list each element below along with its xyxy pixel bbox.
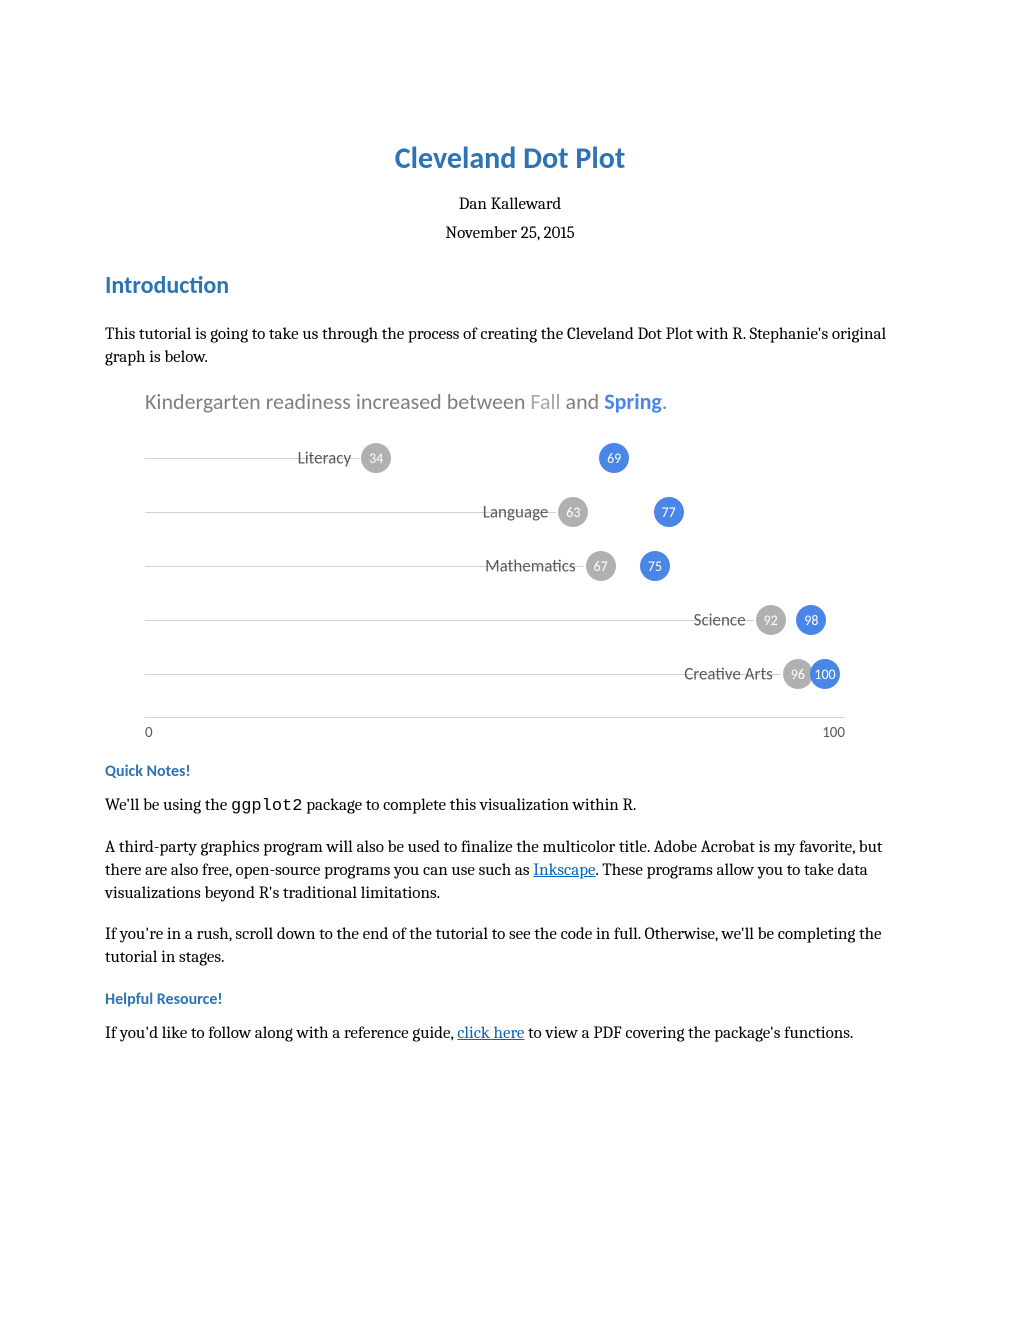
chart-title-suffix: . — [662, 388, 668, 415]
row-label: Mathematics — [485, 556, 583, 577]
spring-dot: 75 — [640, 551, 670, 581]
chart-row: Creative Arts96100 — [145, 647, 825, 701]
intro-paragraph: This tutorial is going to take us throug… — [105, 324, 915, 370]
notes-paragraph-3: If you're in a rush, scroll down to the … — [105, 924, 915, 970]
notes-p1-code: ggplot2 — [231, 797, 302, 816]
row-label: Science — [694, 610, 754, 631]
chart-title-mid: and — [561, 388, 605, 415]
notes-paragraph-2: A third-party graphics program will also… — [105, 837, 915, 906]
section-heading-introduction: Introduction — [105, 271, 915, 300]
row-label: Literacy — [298, 448, 360, 469]
fall-dot: 96 — [783, 659, 813, 689]
spring-dot: 69 — [599, 443, 629, 473]
chart-row: Language63 77 — [145, 485, 825, 539]
row-label: Language — [483, 502, 557, 523]
chart-title: Kindergarten readiness increased between… — [145, 388, 845, 416]
dot-plot-chart: Kindergarten readiness increased between… — [145, 388, 845, 743]
chart-title-spring: Spring — [604, 388, 662, 415]
plot-area: Literacy34 69 Language63 77 Mathematics67 75 S… — [145, 431, 825, 701]
chart-row: Science92 98 — [145, 593, 825, 647]
spring-dot: 100 — [810, 659, 840, 689]
chart-row: Mathematics67 75 — [145, 539, 825, 593]
page-title: Cleveland Dot Plot — [105, 140, 915, 177]
spring-dot: 77 — [654, 497, 684, 527]
x-axis-min: 0 — [145, 724, 153, 742]
helpful-resource-heading: Helpful Resource! — [105, 990, 915, 1009]
x-axis-labels: 0 100 — [145, 724, 845, 742]
author-name: Dan Kalleward — [105, 195, 915, 214]
spring-dot: 98 — [796, 605, 826, 635]
x-axis-max: 100 — [822, 724, 845, 742]
document-page: Cleveland Dot Plot Dan Kalleward Novembe… — [0, 0, 1020, 1320]
fall-dot: 92 — [756, 605, 786, 635]
publish-date: November 25, 2015 — [105, 224, 915, 243]
notes-p1-a: We'll be using the — [105, 796, 231, 815]
inkscape-link[interactable]: Inkscape — [533, 861, 595, 880]
helpful-paragraph: If you'd like to follow along with a ref… — [105, 1023, 915, 1046]
chart-row: Literacy34 69 — [145, 431, 825, 485]
chart-title-prefix: Kindergarten readiness increased between — [145, 388, 530, 415]
x-axis-line — [145, 717, 845, 718]
helpful-p-b: to view a PDF covering the package's fun… — [524, 1024, 853, 1043]
chart-title-fall: Fall — [530, 388, 560, 415]
fall-dot: 63 — [558, 497, 588, 527]
quick-notes-heading: Quick Notes! — [105, 762, 915, 781]
row-baseline — [145, 620, 754, 621]
notes-p1-b: package to complete this visualization w… — [302, 796, 636, 815]
click-here-link[interactable]: click here — [457, 1024, 524, 1043]
helpful-p-a: If you'd like to follow along with a ref… — [105, 1024, 457, 1043]
notes-paragraph-1: We'll be using the ggplot2 package to co… — [105, 795, 915, 819]
fall-dot: 34 — [361, 443, 391, 473]
row-label: Creative Arts — [684, 664, 781, 685]
fall-dot: 67 — [586, 551, 616, 581]
